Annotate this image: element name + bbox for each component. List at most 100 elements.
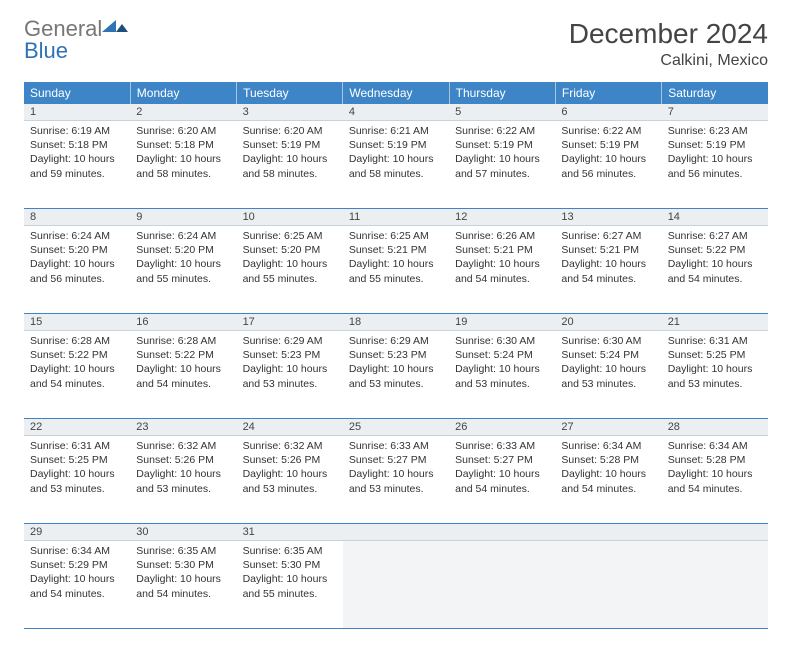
day-number-cell: 2 — [130, 104, 236, 121]
day-number-row: 1234567 — [24, 104, 768, 121]
sunset-line: Sunset: 5:23 PM — [243, 348, 337, 362]
sunset-line: Sunset: 5:25 PM — [30, 453, 124, 467]
day-number-cell: 26 — [449, 419, 555, 436]
weekday-header: Sunday — [24, 82, 130, 104]
daylight-line: Daylight: 10 hours and 53 minutes. — [30, 467, 124, 495]
daylight-line: Daylight: 10 hours and 54 minutes. — [455, 467, 549, 495]
day-body-cell: Sunrise: 6:34 AMSunset: 5:28 PMDaylight:… — [662, 436, 768, 524]
day-number-cell: 4 — [343, 104, 449, 121]
daylight-line: Daylight: 10 hours and 54 minutes. — [30, 362, 124, 390]
weekday-header: Monday — [130, 82, 236, 104]
daylight-line: Daylight: 10 hours and 53 minutes. — [349, 362, 443, 390]
sunrise-line: Sunrise: 6:28 AM — [30, 334, 124, 348]
sunset-line: Sunset: 5:28 PM — [561, 453, 655, 467]
day-number-cell: 1 — [24, 104, 130, 121]
day-body-cell: Sunrise: 6:25 AMSunset: 5:21 PMDaylight:… — [343, 226, 449, 314]
logo-text: General Blue — [24, 18, 128, 62]
weekday-header: Saturday — [662, 82, 768, 104]
sunset-line: Sunset: 5:21 PM — [455, 243, 549, 257]
day-number-cell: 29 — [24, 524, 130, 541]
sunrise-line: Sunrise: 6:31 AM — [30, 439, 124, 453]
day-body-cell: Sunrise: 6:31 AMSunset: 5:25 PMDaylight:… — [24, 436, 130, 524]
sunset-line: Sunset: 5:19 PM — [561, 138, 655, 152]
location: Calkini, Mexico — [569, 52, 768, 70]
sunset-line: Sunset: 5:28 PM — [668, 453, 762, 467]
sunrise-line: Sunrise: 6:24 AM — [136, 229, 230, 243]
day-body-cell: Sunrise: 6:30 AMSunset: 5:24 PMDaylight:… — [449, 331, 555, 419]
sunrise-line: Sunrise: 6:34 AM — [30, 544, 124, 558]
day-body-cell: Sunrise: 6:35 AMSunset: 5:30 PMDaylight:… — [237, 541, 343, 629]
day-body-cell: Sunrise: 6:22 AMSunset: 5:19 PMDaylight:… — [449, 121, 555, 209]
day-number-cell: 18 — [343, 314, 449, 331]
day-number-cell: 22 — [24, 419, 130, 436]
sunrise-line: Sunrise: 6:32 AM — [243, 439, 337, 453]
sunrise-line: Sunrise: 6:34 AM — [668, 439, 762, 453]
sunrise-line: Sunrise: 6:35 AM — [136, 544, 230, 558]
sunset-line: Sunset: 5:20 PM — [243, 243, 337, 257]
day-number-cell: 14 — [662, 209, 768, 226]
daylight-line: Daylight: 10 hours and 56 minutes. — [668, 152, 762, 180]
weekday-header: Thursday — [449, 82, 555, 104]
sunset-line: Sunset: 5:22 PM — [668, 243, 762, 257]
sunrise-line: Sunrise: 6:30 AM — [561, 334, 655, 348]
daylight-line: Daylight: 10 hours and 53 minutes. — [561, 362, 655, 390]
daylight-line: Daylight: 10 hours and 53 minutes. — [243, 362, 337, 390]
day-body-cell: Sunrise: 6:24 AMSunset: 5:20 PMDaylight:… — [130, 226, 236, 314]
sunset-line: Sunset: 5:24 PM — [455, 348, 549, 362]
sunset-line: Sunset: 5:20 PM — [136, 243, 230, 257]
day-body-cell: Sunrise: 6:28 AMSunset: 5:22 PMDaylight:… — [24, 331, 130, 419]
daylight-line: Daylight: 10 hours and 54 minutes. — [668, 467, 762, 495]
day-number-cell: 30 — [130, 524, 236, 541]
sunrise-line: Sunrise: 6:20 AM — [136, 124, 230, 138]
sunset-line: Sunset: 5:25 PM — [668, 348, 762, 362]
day-body-cell: Sunrise: 6:32 AMSunset: 5:26 PMDaylight:… — [237, 436, 343, 524]
day-number-row: 15161718192021 — [24, 314, 768, 331]
day-body-cell: Sunrise: 6:28 AMSunset: 5:22 PMDaylight:… — [130, 331, 236, 419]
sunset-line: Sunset: 5:19 PM — [668, 138, 762, 152]
day-body-cell: Sunrise: 6:21 AMSunset: 5:19 PMDaylight:… — [343, 121, 449, 209]
day-body-cell: Sunrise: 6:24 AMSunset: 5:20 PMDaylight:… — [24, 226, 130, 314]
day-body-cell: Sunrise: 6:27 AMSunset: 5:21 PMDaylight:… — [555, 226, 661, 314]
sunrise-line: Sunrise: 6:25 AM — [349, 229, 443, 243]
daylight-line: Daylight: 10 hours and 54 minutes. — [136, 362, 230, 390]
sunset-line: Sunset: 5:30 PM — [243, 558, 337, 572]
daylight-line: Daylight: 10 hours and 55 minutes. — [136, 257, 230, 285]
daylight-line: Daylight: 10 hours and 54 minutes. — [30, 572, 124, 600]
day-number-cell: 20 — [555, 314, 661, 331]
sunrise-line: Sunrise: 6:29 AM — [243, 334, 337, 348]
sunset-line: Sunset: 5:24 PM — [561, 348, 655, 362]
sunrise-line: Sunrise: 6:27 AM — [561, 229, 655, 243]
day-body-cell: Sunrise: 6:19 AMSunset: 5:18 PMDaylight:… — [24, 121, 130, 209]
day-number-cell: 21 — [662, 314, 768, 331]
weekday-header: Tuesday — [237, 82, 343, 104]
day-body-cell: Sunrise: 6:35 AMSunset: 5:30 PMDaylight:… — [130, 541, 236, 629]
sunset-line: Sunset: 5:26 PM — [136, 453, 230, 467]
sunrise-line: Sunrise: 6:28 AM — [136, 334, 230, 348]
sunset-line: Sunset: 5:27 PM — [455, 453, 549, 467]
daylight-line: Daylight: 10 hours and 53 minutes. — [136, 467, 230, 495]
sunrise-line: Sunrise: 6:32 AM — [136, 439, 230, 453]
daylight-line: Daylight: 10 hours and 54 minutes. — [455, 257, 549, 285]
sunset-line: Sunset: 5:23 PM — [349, 348, 443, 362]
daylight-line: Daylight: 10 hours and 55 minutes. — [243, 572, 337, 600]
daylight-line: Daylight: 10 hours and 53 minutes. — [455, 362, 549, 390]
day-body-row: Sunrise: 6:24 AMSunset: 5:20 PMDaylight:… — [24, 226, 768, 314]
day-body-cell — [662, 541, 768, 629]
day-body-row: Sunrise: 6:31 AMSunset: 5:25 PMDaylight:… — [24, 436, 768, 524]
sunset-line: Sunset: 5:18 PM — [136, 138, 230, 152]
daylight-line: Daylight: 10 hours and 54 minutes. — [561, 257, 655, 285]
daylight-line: Daylight: 10 hours and 58 minutes. — [349, 152, 443, 180]
sunset-line: Sunset: 5:30 PM — [136, 558, 230, 572]
sunrise-line: Sunrise: 6:25 AM — [243, 229, 337, 243]
daylight-line: Daylight: 10 hours and 56 minutes. — [561, 152, 655, 180]
sunset-line: Sunset: 5:21 PM — [561, 243, 655, 257]
sunset-line: Sunset: 5:26 PM — [243, 453, 337, 467]
day-body-cell — [555, 541, 661, 629]
sunset-line: Sunset: 5:19 PM — [455, 138, 549, 152]
day-number-row: 22232425262728 — [24, 419, 768, 436]
daylight-line: Daylight: 10 hours and 54 minutes. — [136, 572, 230, 600]
daylight-line: Daylight: 10 hours and 56 minutes. — [30, 257, 124, 285]
sunset-line: Sunset: 5:22 PM — [30, 348, 124, 362]
sunset-line: Sunset: 5:22 PM — [136, 348, 230, 362]
sunrise-line: Sunrise: 6:31 AM — [668, 334, 762, 348]
